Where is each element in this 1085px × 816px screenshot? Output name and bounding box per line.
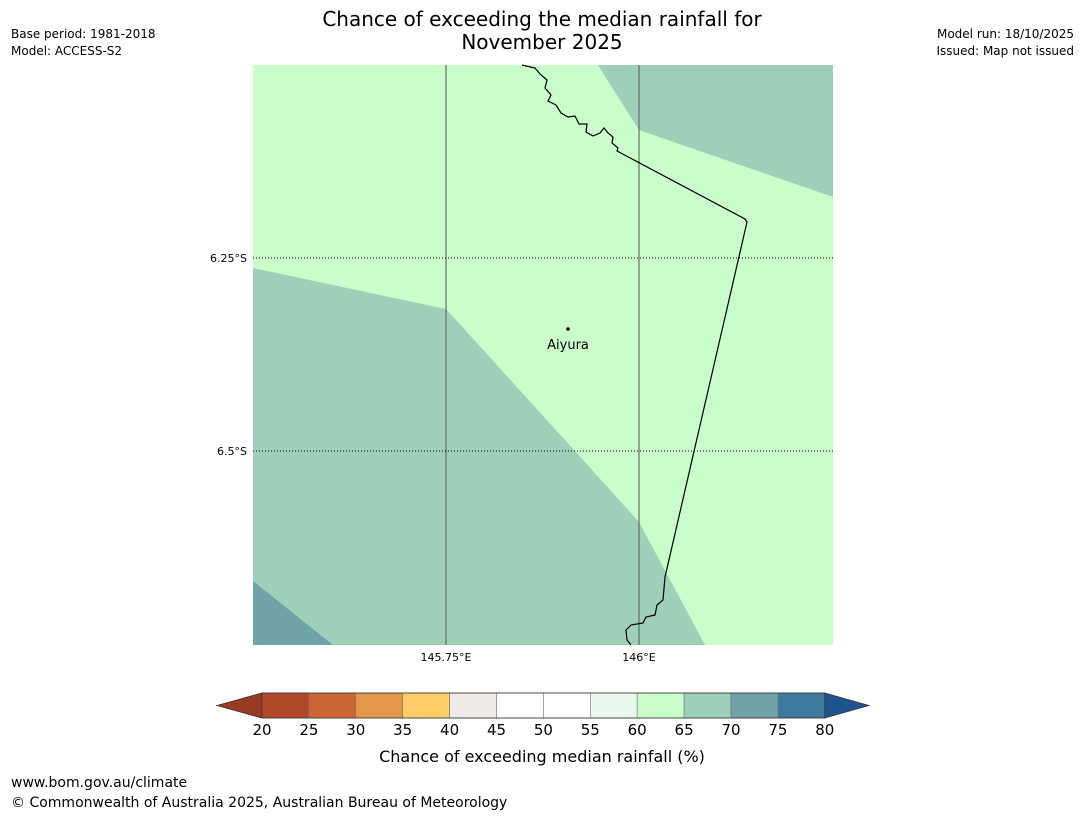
title-line-2: November 2025 <box>461 30 623 54</box>
metadata-right: Model run: 18/10/2025 Issued: Map not is… <box>936 26 1074 60</box>
colorbar-bin <box>589 692 638 719</box>
colorbar-tick-label: 75 <box>768 721 787 739</box>
forecast-map: Aiyura 6.25°S 6.5°S 145.75°E 146°E 20 25 3… <box>210 64 871 766</box>
colorbar-tick-label: 40 <box>440 721 459 739</box>
colorbar-tick-label: 25 <box>299 721 318 739</box>
field-70-75 <box>253 581 333 645</box>
colorbar-bin <box>402 692 450 719</box>
title-line-1: Chance of exceeding the median rainfall … <box>322 7 762 31</box>
colorbar-tick-label: 70 <box>721 721 740 739</box>
colorbar-bin <box>496 692 544 719</box>
field-65-70-southwest <box>253 268 705 645</box>
colorbar-tick-label: 30 <box>346 721 365 739</box>
aiyura-marker <box>566 327 570 331</box>
colorbar-tick-label: 45 <box>487 721 506 739</box>
metadata-left: Base period: 1981-2018 Model: ACCESS-S2 <box>11 26 156 60</box>
colorbar-bin <box>636 692 685 719</box>
colorbar-over-arrow <box>824 692 871 719</box>
lat-label-6-25: 6.25°S <box>210 252 247 265</box>
colorbar-tick-label: 80 <box>815 721 834 739</box>
colorbar-bin <box>777 692 826 719</box>
footer-url: www.bom.gov.au/climate <box>11 775 188 791</box>
colorbar-bin <box>683 692 732 719</box>
colorbar-bin <box>730 692 779 719</box>
place-label-aiyura: Aiyura <box>547 338 589 353</box>
colorbar-bin <box>449 692 497 719</box>
lon-label-146: 146°E <box>622 651 655 664</box>
lon-label-145-75: 145.75°E <box>421 651 472 664</box>
model-run-text: Model run: 18/10/2025 <box>936 27 1074 41</box>
probability-fields <box>253 65 833 645</box>
graticule <box>253 65 833 645</box>
model-text: Model: ACCESS-S2 <box>11 44 123 58</box>
colorbar-label: Chance of exceeding median rainfall (%) <box>379 747 705 766</box>
issued-text: Issued: Map not issued <box>936 44 1074 58</box>
province-boundary <box>521 64 748 646</box>
colorbar-tick-label: 50 <box>534 721 553 739</box>
colorbar-under-arrow <box>215 692 263 719</box>
colorbar: 20 25 30 35 40 45 50 55 60 65 70 75 80 <box>215 692 871 739</box>
colorbar-tick-label: 65 <box>675 721 694 739</box>
colorbar-frame <box>261 692 826 719</box>
colorbar-tick-label: 55 <box>581 721 600 739</box>
colorbar-bin <box>308 692 357 719</box>
colorbar-tick-label: 20 <box>252 721 271 739</box>
footer-copyright: © Commonwealth of Australia 2025, Austra… <box>11 795 508 811</box>
colorbar-bin <box>355 692 403 719</box>
colorbar-bin <box>543 692 591 719</box>
colorbar-tick-label: 60 <box>628 721 647 739</box>
colorbar-tick-label: 35 <box>393 721 412 739</box>
base-period-text: Base period: 1981-2018 <box>11 27 156 41</box>
colorbar-bin <box>261 692 310 719</box>
lat-label-6-5: 6.5°S <box>217 445 247 458</box>
field-65-70-northeast <box>598 65 833 197</box>
map-title: Chance of exceeding the median rainfall … <box>242 8 842 54</box>
